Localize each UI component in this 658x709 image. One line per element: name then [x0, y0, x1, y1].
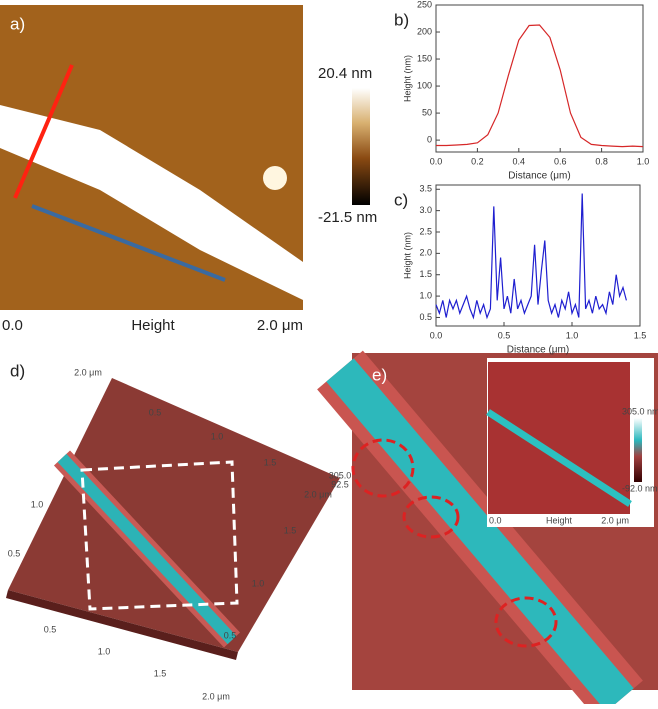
x-tick-label: 1.0 [637, 156, 650, 166]
axis-tick-label: 2.0 μm [304, 489, 332, 499]
highlight [351, 438, 415, 498]
x-tick-label: 0.6 [554, 156, 567, 166]
axis-tick-label: 305.0 [329, 470, 352, 480]
axis-tick-label: 1.0 [31, 499, 44, 509]
axis-tick-label: 1.5 [154, 668, 167, 678]
x-axis-label: Distance (μm) [508, 171, 570, 182]
y-tick-label: 3.5 [419, 184, 432, 194]
y-tick-label: 200 [417, 26, 432, 36]
charts: b) 0 50 100 150 200 250 0.0 0.2 0.4 0.6 0.8 1.0 Dista… [394, 0, 649, 356]
panel-a: a) 20.4 nm -21.5 nm 0.0 Height 2.0 μm [0, 5, 377, 334]
axis-tick-label: 2.0 μm [202, 691, 230, 701]
profile-line [31, 204, 226, 282]
fiber [486, 409, 632, 507]
surface-side [6, 590, 238, 660]
y-tick-label: 2.0 [419, 248, 432, 258]
highlight [402, 495, 460, 539]
axis-start: 0.0 [2, 317, 23, 334]
axis-tick-label: 1.0 [98, 646, 111, 656]
fiber [57, 453, 237, 645]
y-tick-label: 100 [417, 80, 432, 90]
y-tick-label: 0.5 [419, 312, 432, 322]
axis-start: 0.0 [489, 515, 502, 525]
color-bar [634, 418, 642, 482]
y-tick-label: 150 [417, 53, 432, 63]
x-tick-label: 0.0 [430, 330, 443, 340]
x-tick-label: 1.0 [566, 330, 579, 340]
scale-min: -92.0 nm [622, 483, 658, 493]
zoom-box [80, 460, 239, 611]
panel-label: e) [372, 365, 387, 384]
y-tick-label: 250 [417, 0, 432, 9]
profile-line [13, 64, 74, 199]
fiber [0, 105, 303, 300]
axis-title: Height [131, 317, 175, 334]
x-tick-label: 0.8 [595, 156, 608, 166]
axis-tick-label: 1.5 [264, 457, 277, 467]
y-tick-label: 1.0 [419, 290, 432, 300]
y-tick-label: 0 [427, 134, 432, 144]
scale-min: -21.5 nm [318, 209, 377, 226]
data-line [435, 193, 627, 320]
axis-tick-label: 92.5 [331, 479, 349, 489]
panel-label: c) [394, 190, 408, 209]
x-axis-label: Distance (μm) [507, 345, 569, 356]
x-tick-label: 0.0 [430, 156, 443, 166]
fiber [326, 358, 634, 709]
axis-tick-label: 1.0 [211, 431, 224, 441]
scale-max: 20.4 nm [318, 65, 372, 82]
particle [263, 166, 287, 190]
y-tick-label: 1.5 [419, 269, 432, 279]
axis-tick-label: 1.0 [252, 578, 265, 588]
axis-tick-label: 2.0 μm [74, 367, 102, 377]
axis-tick-label: 0.5 [149, 407, 162, 417]
data-line [436, 24, 644, 148]
scale-max: 305.0 nm [622, 406, 658, 416]
axis-tick-label: 0.5 [8, 548, 21, 558]
color-bar [352, 88, 370, 205]
x-tick-label: 0.2 [471, 156, 484, 166]
panel-label: b) [394, 10, 409, 29]
axis-tick-label: 0.5 [224, 630, 237, 640]
surface [8, 378, 340, 652]
x-tick-label: 0.4 [513, 156, 526, 166]
y-tick-label: 50 [422, 107, 432, 117]
y-axis-label: Height (nm) [402, 232, 412, 279]
plot-frame [435, 4, 644, 153]
y-tick-label: 3.0 [419, 205, 432, 215]
panel-label: a) [10, 14, 25, 33]
axis-end: 2.0 μm [257, 317, 303, 334]
axis-tick-label: 1.5 [284, 525, 297, 535]
plot-frame [435, 184, 641, 327]
axis-end: 2.0 μm [601, 515, 629, 525]
axis-title: Height [546, 515, 573, 525]
y-axis-label: Height (nm) [402, 55, 412, 102]
axis-tick-label: 0.5 [44, 624, 57, 634]
panel-e: e) 305.0 nm -92.0 nm 0.0 Height 2.0 μm [317, 350, 658, 709]
x-tick-label: 0.5 [498, 330, 511, 340]
panel-label: d) [10, 361, 25, 380]
x-tick-label: 1.5 [634, 330, 647, 340]
highlight [494, 596, 558, 648]
y-tick-label: 2.5 [419, 226, 432, 236]
